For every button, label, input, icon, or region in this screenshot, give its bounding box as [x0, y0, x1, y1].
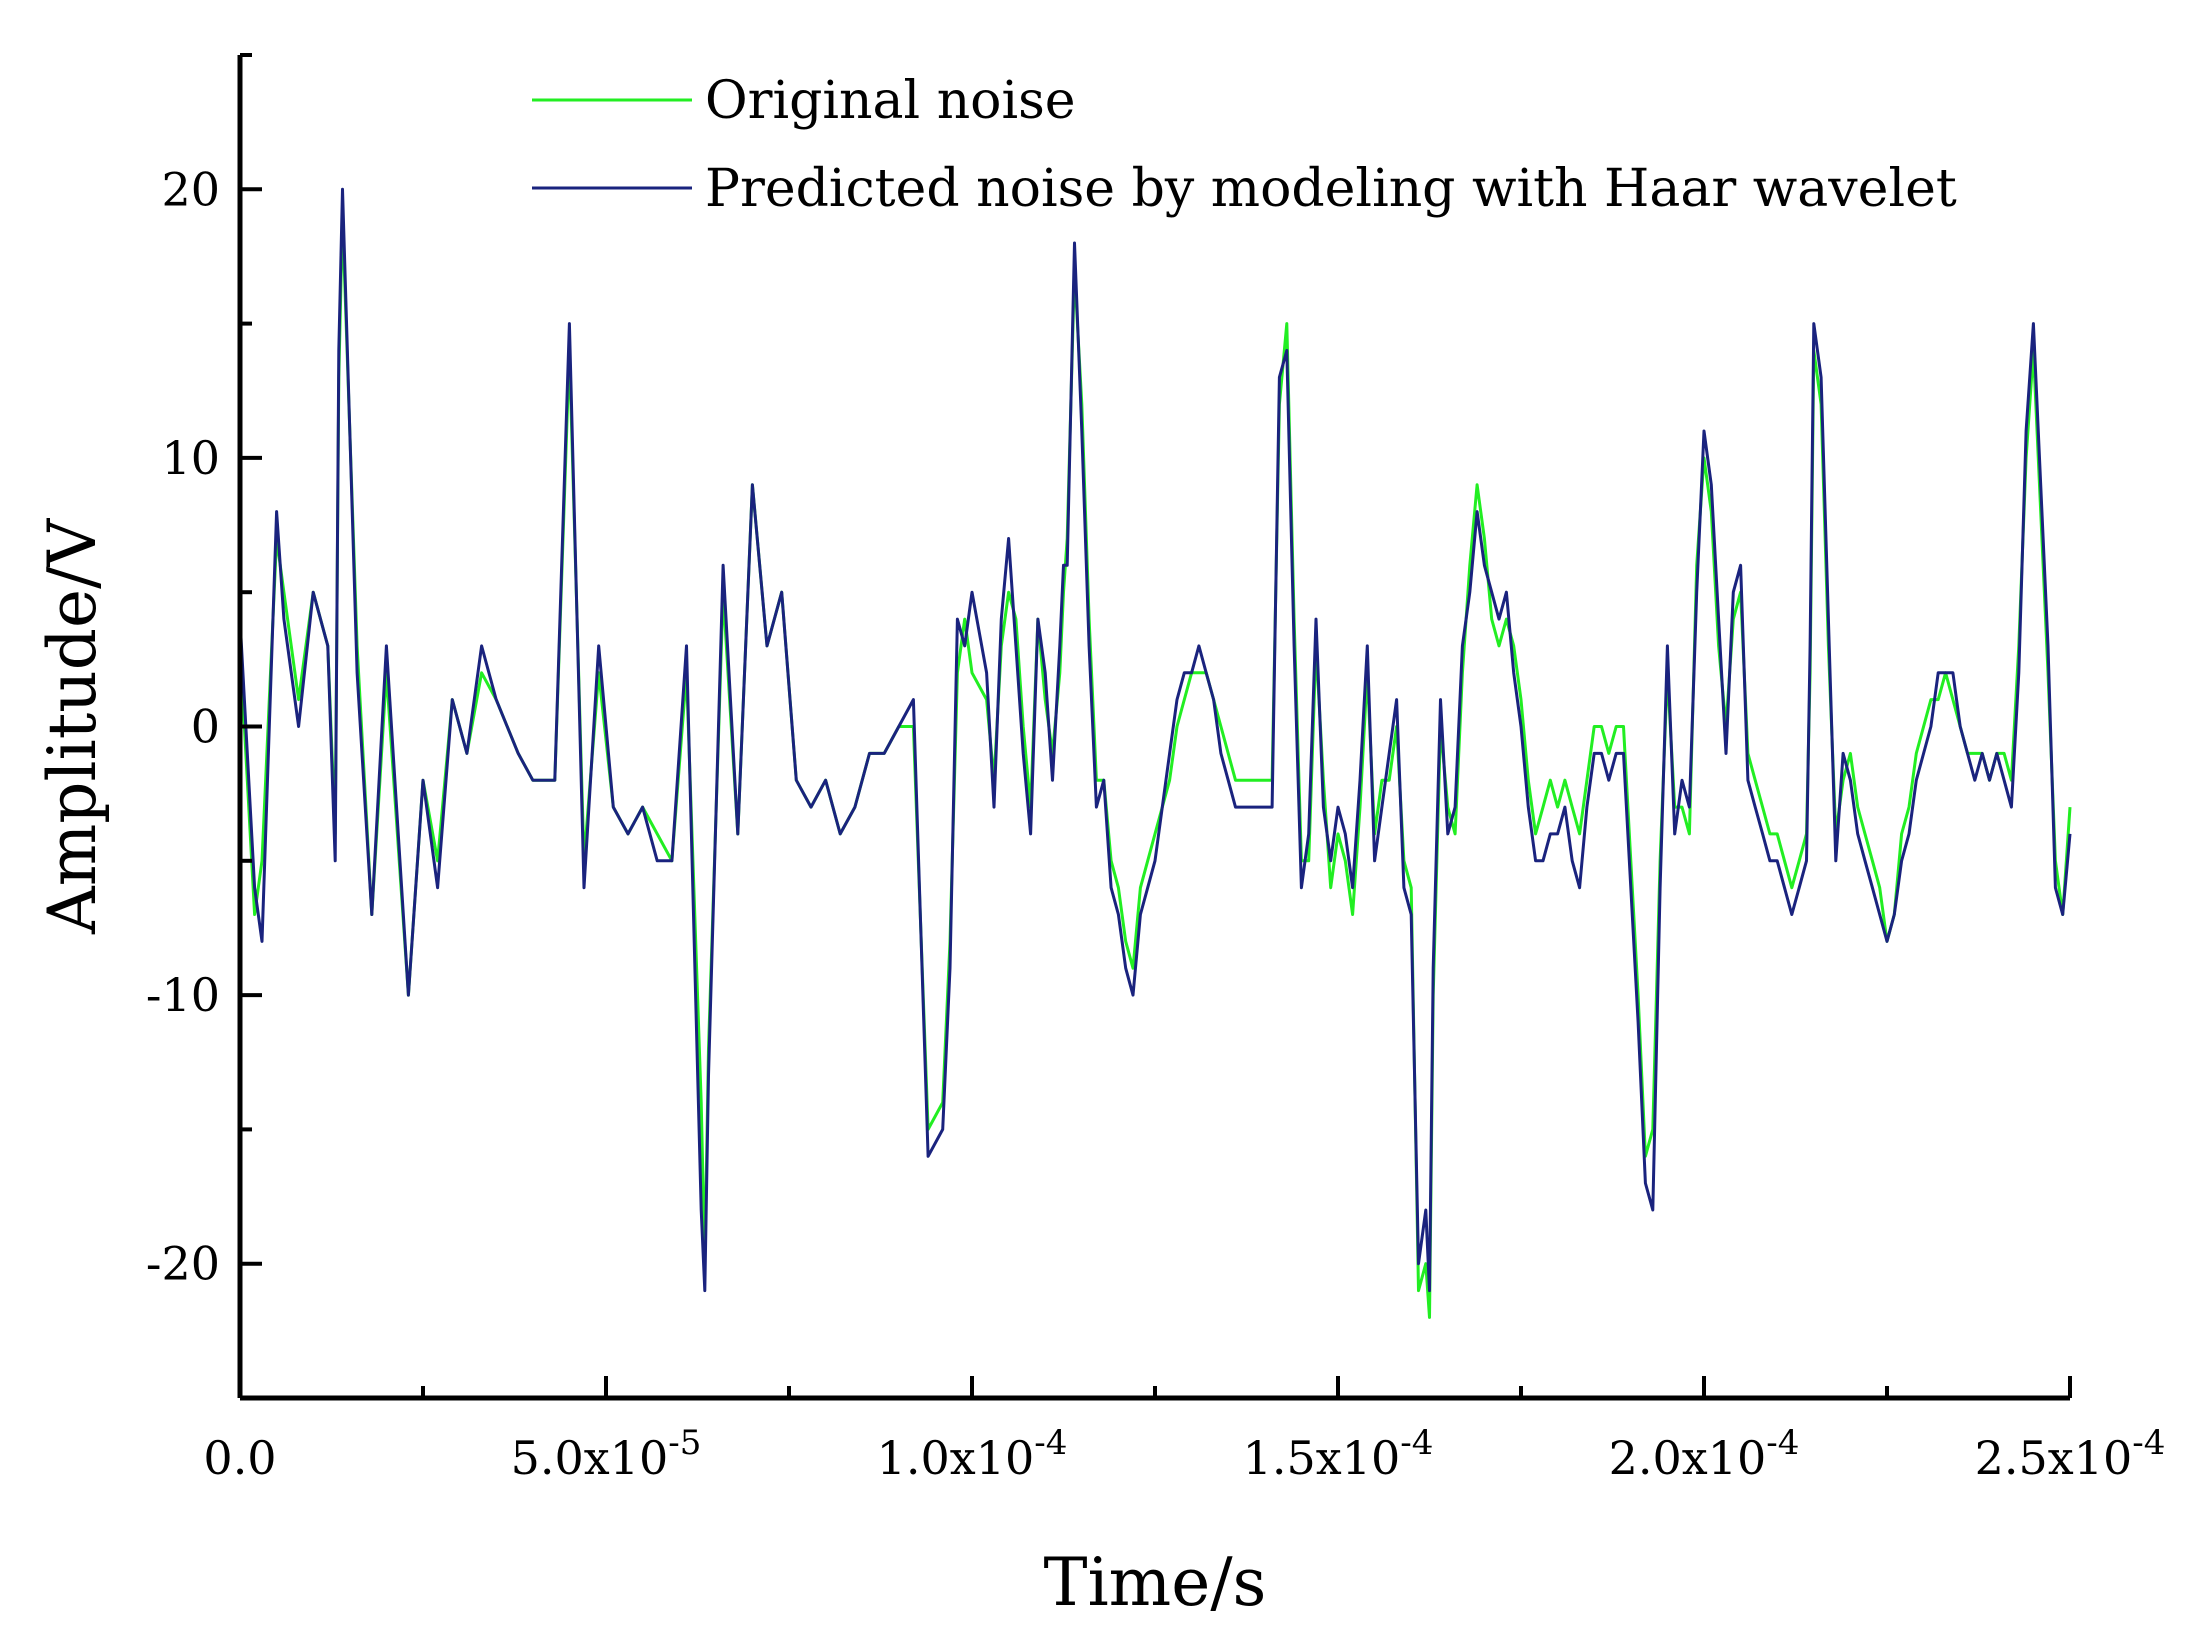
x-tick-label: 2.5x10-4 — [1975, 1423, 2166, 1485]
x-tick-mantissa: 1.5x10 — [1243, 1431, 1401, 1485]
series-line-1 — [238, 187, 2072, 1293]
y-tick-label: -20 — [146, 1237, 220, 1291]
series-layer — [238, 187, 2072, 1319]
y-tick-label: -10 — [146, 968, 220, 1022]
x-tick-label: 5.0x10-5 — [511, 1423, 702, 1485]
y-tick-label: 20 — [161, 162, 220, 216]
x-axis-title: Time/s — [1044, 1544, 1267, 1621]
legend-label-original: Original noise — [705, 71, 1076, 131]
y-ticks: 20 10 0 -10 -20 — [146, 53, 262, 1400]
x-tick-mantissa: 2.5x10 — [1975, 1431, 2133, 1485]
x-tick-mantissa: 5.0x10 — [511, 1431, 669, 1485]
x-tick-exponent: -4 — [2132, 1423, 2165, 1463]
x-tick-exponent: -5 — [668, 1423, 701, 1463]
x-tick-mantissa: 1.0x10 — [877, 1431, 1035, 1485]
legend: Original noise Predicted noise by modeli… — [532, 71, 1957, 219]
x-tick-label: 1.0x10-4 — [877, 1423, 1068, 1485]
y-tick-label: 10 — [161, 431, 220, 485]
x-ticks: 0.0 5.0x10-5 1.0x10-4 1.5x10-4 2.0x10-4 2.5x1… — [203, 1376, 2165, 1485]
x-tick-mantissa: 2.0x10 — [1609, 1431, 1767, 1485]
series-line-0 — [238, 214, 2072, 1319]
legend-label-predicted: Predicted noise by modeling with Haar wa… — [705, 159, 1957, 219]
plot-area — [238, 187, 2072, 1319]
x-tick-exponent: -4 — [1034, 1423, 1067, 1463]
x-tick-exponent: -4 — [1400, 1423, 1433, 1463]
x-tick-exponent: -4 — [1766, 1423, 1799, 1463]
x-tick-label: 0.0 — [203, 1431, 276, 1485]
y-axis-title: Amplitude/V — [34, 518, 111, 935]
y-tick-label: 0 — [191, 700, 220, 754]
x-tick-label: 1.5x10-4 — [1243, 1423, 1434, 1485]
x-tick-label: 2.0x10-4 — [1609, 1423, 1800, 1485]
x-tick-mantissa: 0.0 — [203, 1431, 276, 1485]
